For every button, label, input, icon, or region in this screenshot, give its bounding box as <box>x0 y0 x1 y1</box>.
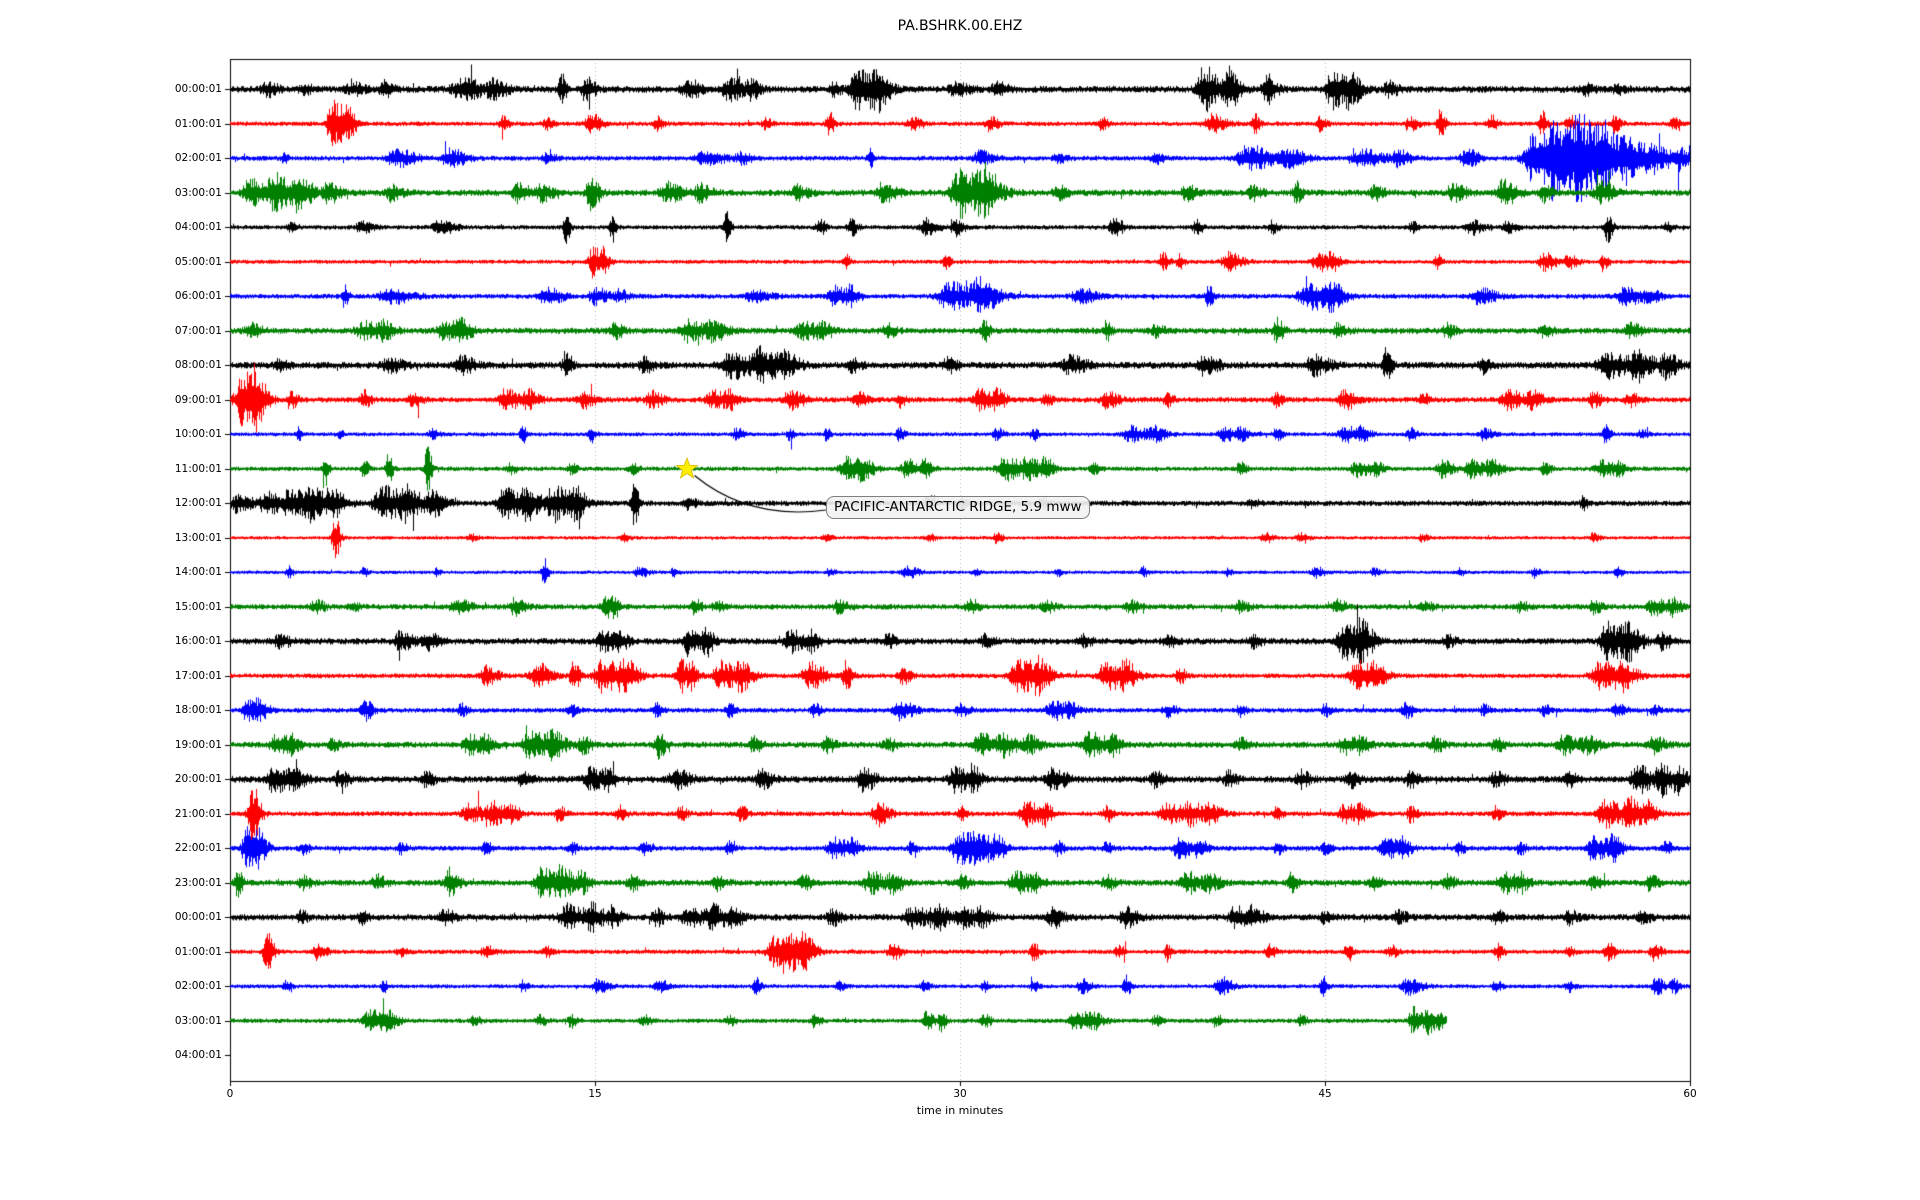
y-tick-label: 14:00:01 <box>174 566 222 578</box>
y-tick-label: 21:00:01 <box>174 807 222 820</box>
x-tick-label: 30 <box>953 1088 967 1100</box>
x-tick-label: 45 <box>1318 1088 1332 1100</box>
event-annotation-label: PACIFIC-ANTARCTIC RIDGE, 5.9 mww <box>826 496 1090 519</box>
y-tick-label: 18:00:01 <box>174 704 222 716</box>
y-tick-label: 02:00:01 <box>174 980 222 992</box>
page-title: PA.BSHRK.00.EHZ <box>897 18 1023 34</box>
y-tick-label: 07:00:01 <box>174 324 222 337</box>
y-tick-label: 23:00:01 <box>174 876 222 889</box>
y-tick-label: 09:00:01 <box>174 393 222 406</box>
y-tick-label: 15:00:01 <box>174 600 222 613</box>
y-tick-label: 16:00:01 <box>174 635 222 647</box>
y-tick-label: 02:00:01 <box>174 152 222 164</box>
y-tick-label: 00:00:01 <box>174 83 222 95</box>
y-tick-label: 04:00:01 <box>174 221 222 233</box>
y-tick-label: 04:00:01 <box>174 1049 222 1061</box>
y-tick-label: 00:00:01 <box>174 911 222 923</box>
y-tick-label: 01:00:01 <box>174 945 222 958</box>
y-tick-label: 05:00:01 <box>174 255 222 268</box>
x-tick-label: 60 <box>1683 1088 1697 1100</box>
y-tick-label: 06:00:01 <box>174 290 222 302</box>
event-star-icon <box>675 456 700 479</box>
y-tick-label: 19:00:01 <box>174 738 222 751</box>
y-tick-label: 17:00:01 <box>174 669 222 682</box>
x-axis-title: time in minutes <box>916 1104 1004 1117</box>
y-tick-label: 03:00:01 <box>174 1014 222 1027</box>
y-tick-label: 13:00:01 <box>174 531 222 544</box>
y-tick-label: 10:00:01 <box>174 428 222 440</box>
y-tick-label: 01:00:01 <box>174 117 222 130</box>
y-tick-label: 08:00:01 <box>174 359 222 371</box>
y-tick-label: 20:00:01 <box>174 773 222 785</box>
x-tick-label: 15 <box>588 1088 602 1100</box>
y-tick-label: 12:00:01 <box>174 497 222 509</box>
y-tick-label: 22:00:01 <box>174 842 222 854</box>
y-tick-label: 03:00:01 <box>174 186 222 199</box>
x-tick-label: 0 <box>226 1088 234 1100</box>
y-tick-label: 11:00:01 <box>174 462 222 475</box>
